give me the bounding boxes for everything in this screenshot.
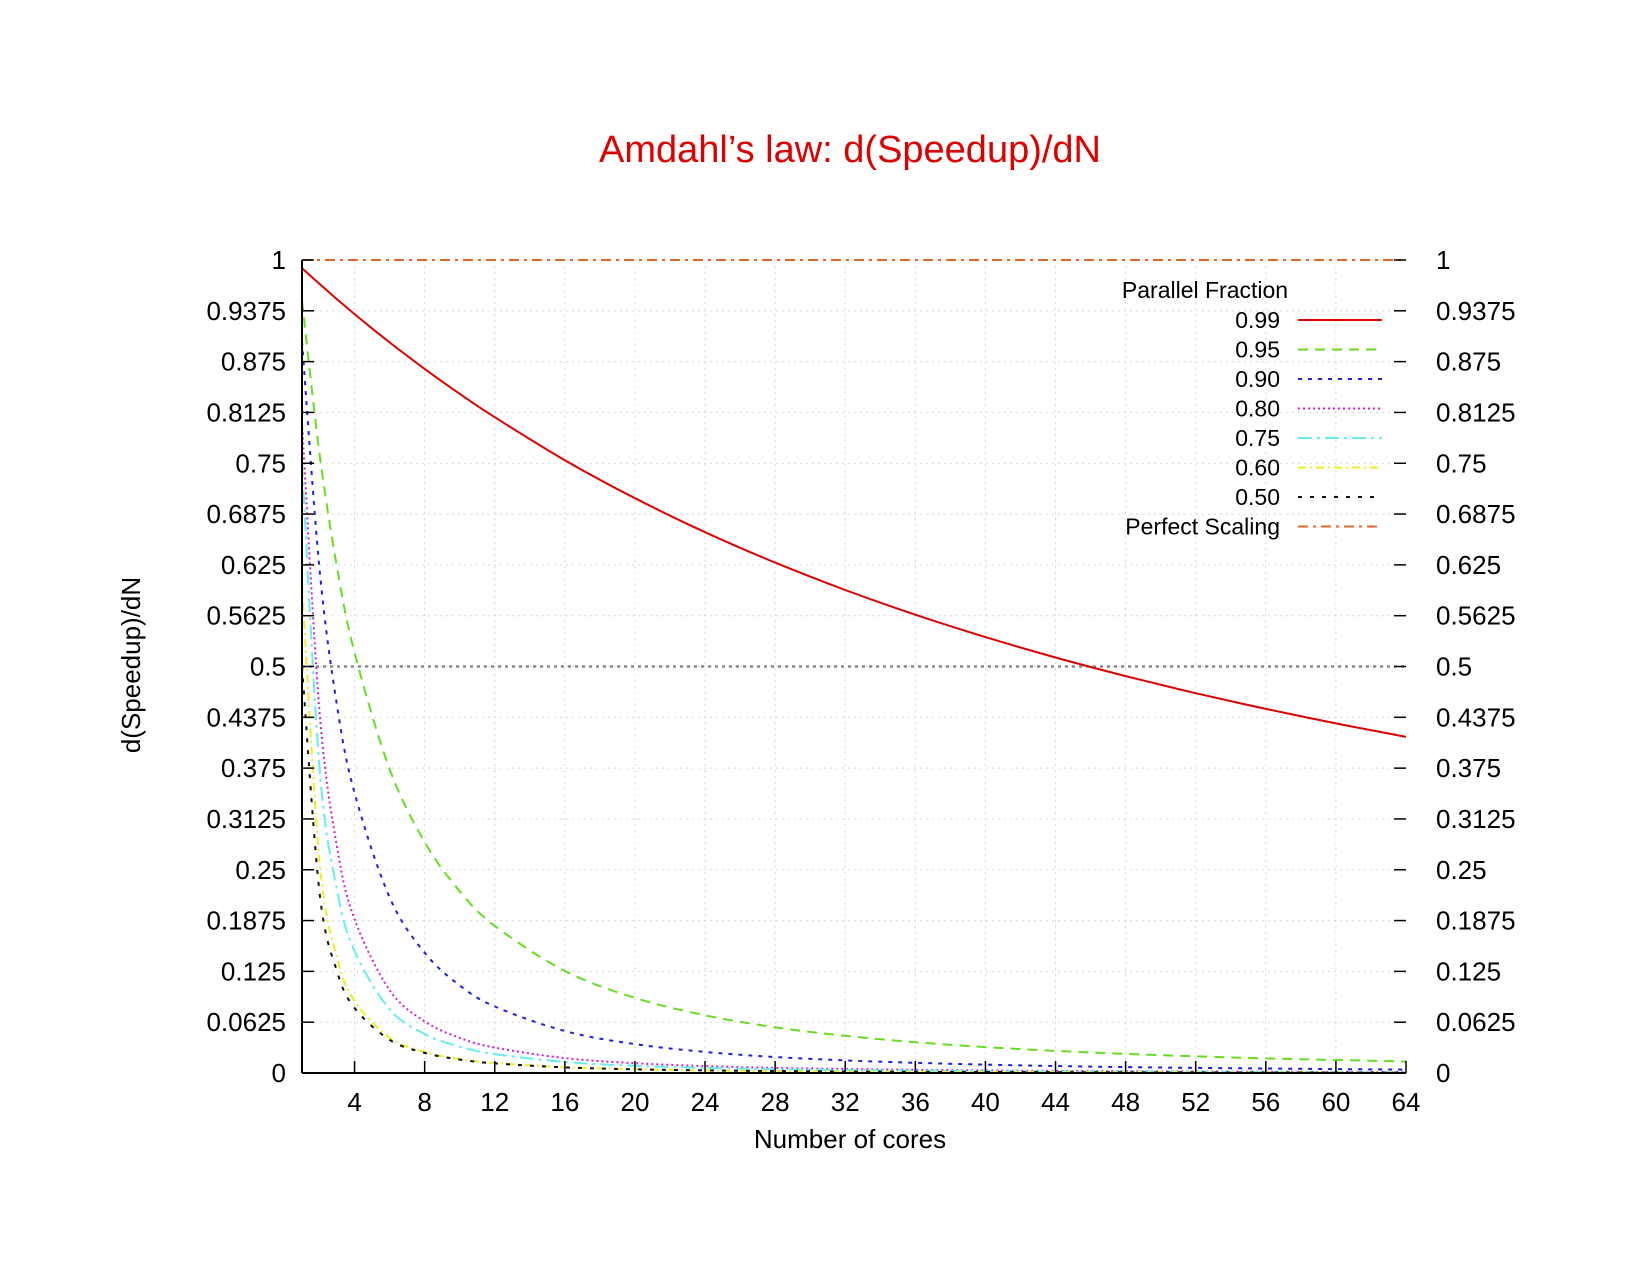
y-tick-labels: 0 0 0.0625 0.0625 0.125 0.125 0.1875 0.1875 0.25…: [206, 245, 1515, 1088]
y2-tick-label: 0.5: [1436, 652, 1472, 682]
y-tick-label: 0.4375: [206, 702, 286, 732]
y2-tick-label: 0.1875: [1436, 906, 1516, 936]
series-layer: [301, 258, 1407, 1074]
x-tick-label: 12: [480, 1087, 509, 1117]
x-tick-label: 20: [620, 1087, 649, 1117]
y-tick-label: 0.625: [221, 550, 286, 580]
x-tick-label: 44: [1041, 1087, 1070, 1117]
y2-tick-label: 0.875: [1436, 347, 1501, 377]
y2-tick-label: 0.75: [1436, 448, 1487, 478]
legend-label: 0.95: [1235, 337, 1280, 363]
y2-tick-label: 0.8125: [1436, 397, 1516, 427]
y2-tick-label: 0.0625: [1436, 1007, 1516, 1037]
series-line-6: [301, 666, 1406, 1074]
x-tick-label: 56: [1251, 1087, 1280, 1117]
legend-label: 0.99: [1235, 307, 1280, 333]
y2-tick-label: 0.125: [1436, 956, 1501, 986]
y-tick-label: 0.1875: [206, 906, 286, 936]
y2-tick-label: 0.4375: [1436, 702, 1516, 732]
y2-tick-label: 0: [1436, 1058, 1450, 1088]
x-tick-label: 24: [691, 1087, 720, 1117]
series-line-3: [301, 422, 1406, 1073]
y-tick-label: 0.375: [221, 753, 286, 783]
series-line-1: [301, 300, 1407, 1063]
x-axis-label: Number of cores: [754, 1124, 946, 1154]
x-tick-label: 4: [347, 1087, 361, 1117]
series-line-5: [301, 585, 1406, 1074]
y2-tick-label: 0.625: [1436, 550, 1501, 580]
series-line-4: [301, 463, 1407, 1074]
y2-tick-label: 0.5625: [1436, 601, 1516, 631]
legend: Parallel Fraction 0.99 0.95 0.90 0.80 0.75 0.…: [1122, 277, 1382, 540]
x-tick-label: 48: [1111, 1087, 1140, 1117]
x-tick-label: 52: [1181, 1087, 1210, 1117]
y-tick-label: 1: [272, 245, 286, 275]
x-tick-label: 64: [1392, 1087, 1421, 1117]
y-tick-label: 0.25: [235, 855, 286, 885]
y2-tick-label: 1: [1436, 245, 1450, 275]
axes: [301, 259, 1407, 1074]
y-tick-label: 0.75: [235, 448, 286, 478]
chart-title: Amdahl’s law: d(Speedup)/dN: [599, 129, 1101, 171]
x-tick-label: 8: [417, 1087, 431, 1117]
legend-label: 0.90: [1235, 366, 1280, 392]
y-tick-label: 0.0625: [206, 1007, 286, 1037]
y2-tick-label: 0.6875: [1436, 499, 1516, 529]
y-tick-label: 0.5625: [206, 601, 286, 631]
y-tick-label: 0.5: [250, 652, 286, 682]
x-tick-label: 32: [831, 1087, 860, 1117]
x-tick-labels: 4 8 12 16 20 24 28 32 36 40 44 48 52 56 60 64: [347, 1087, 1420, 1117]
legend-label: 0.50: [1235, 484, 1280, 510]
y-tick-label: 0: [272, 1058, 286, 1088]
y-tick-label: 0.6875: [206, 499, 286, 529]
y2-tick-label: 0.375: [1436, 753, 1501, 783]
legend-label: Perfect Scaling: [1125, 514, 1280, 540]
y2-tick-label: 0.3125: [1436, 804, 1516, 834]
x-tick-label: 16: [550, 1087, 579, 1117]
series-line-2: [301, 341, 1407, 1071]
y-tick-label: 0.8125: [206, 397, 286, 427]
legend-label: 0.60: [1235, 455, 1280, 481]
y2-tick-label: 0.9375: [1436, 296, 1516, 326]
legend-label: 0.80: [1235, 396, 1280, 422]
legend-label: 0.75: [1235, 425, 1280, 451]
y-tick-label: 0.125: [221, 956, 286, 986]
x-tick-label: 36: [901, 1087, 930, 1117]
y-tick-label: 0.875: [221, 347, 286, 377]
y-tick-label: 0.3125: [206, 804, 286, 834]
x-tick-label: 60: [1321, 1087, 1350, 1117]
y-axis-label: d(Speedup)/dN: [116, 577, 146, 753]
legend-title: Parallel Fraction: [1122, 277, 1288, 303]
series-line-0: [301, 267, 1407, 738]
y2-tick-label: 0.25: [1436, 855, 1487, 885]
x-tick-label: 40: [971, 1087, 1000, 1117]
y-tick-label: 0.9375: [206, 296, 286, 326]
x-tick-label: 28: [761, 1087, 790, 1117]
